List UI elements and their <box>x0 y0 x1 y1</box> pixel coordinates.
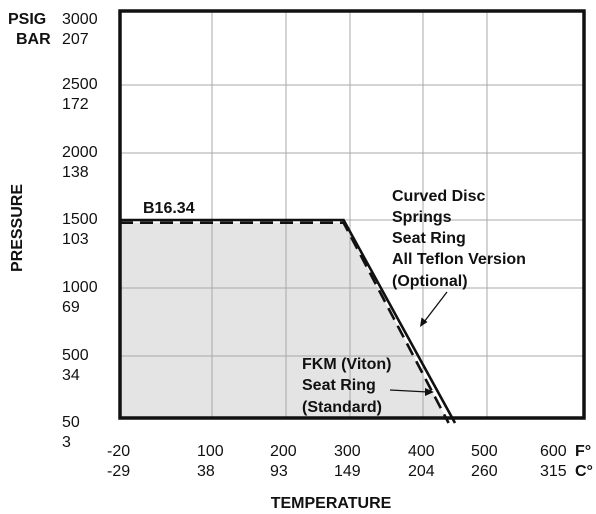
grid-layer <box>120 11 584 418</box>
curved-disc-annotation-line3: Seat Ring <box>392 230 466 247</box>
x-axis-title: TEMPERATURE <box>271 495 392 512</box>
series-layer <box>120 218 457 424</box>
y-tick-label-psig: 2000 <box>62 144 98 161</box>
curved-disc-arrow <box>420 291 448 327</box>
y-tick-label-psig: 50 <box>62 414 80 431</box>
x-tick-label-c: 149 <box>334 463 361 480</box>
y-unit-psig-label: PSIG <box>8 11 46 28</box>
y-tick-label-bar: 138 <box>62 164 89 181</box>
y-tick-label-psig: 1500 <box>62 211 98 228</box>
y-tick-label-bar: 207 <box>62 31 89 48</box>
x-tick-label-f: 400 <box>408 443 435 460</box>
curved-disc-annotation-line5: (Optional) <box>392 273 468 290</box>
x-tick-label-f: 300 <box>334 443 361 460</box>
y-tick-label-psig: 2500 <box>62 76 98 93</box>
x-unit-c-label: C° <box>575 463 593 480</box>
fill-layer <box>120 222 449 423</box>
y-tick-label-bar: 34 <box>62 367 80 384</box>
y-axis-title: PRESSURE <box>9 184 26 272</box>
x-tick-label-f: 200 <box>270 443 297 460</box>
x-tick-labels: -20 -29 100 38 200 93 300 149 400 204 500 260 600 315 <box>107 443 567 480</box>
y-tick-label-psig: 500 <box>62 347 89 364</box>
curved-disc-annotation-line4: All Teflon Version <box>392 251 526 268</box>
curved-disc-annotation-line2: Springs <box>392 209 452 226</box>
y-tick-label-bar: 3 <box>62 434 71 451</box>
fkm-annotation-line3: (Standard) <box>302 399 382 416</box>
x-unit-f-label: F° <box>575 443 591 460</box>
x-tick-label-c: 93 <box>270 463 288 480</box>
x-tick-label-f: 500 <box>471 443 498 460</box>
x-tick-label-f: -20 <box>107 443 130 460</box>
curved-disc-annotation-line1: Curved Disc <box>392 188 485 205</box>
x-tick-label-c: 204 <box>408 463 435 480</box>
y-unit-bar-label: BAR <box>16 31 51 48</box>
x-tick-label-c: 260 <box>471 463 498 480</box>
y-tick-label-psig: 3000 <box>62 11 98 28</box>
x-tick-label-c: 315 <box>540 463 567 480</box>
b1634-series-line <box>120 218 457 424</box>
b1634-annotation: B16.34 <box>143 200 195 217</box>
x-tick-label-c: -29 <box>107 463 130 480</box>
y-tick-label-bar: 172 <box>62 96 89 113</box>
standard-rating-area <box>120 222 449 423</box>
x-tick-label-f: 600 <box>540 443 567 460</box>
y-tick-labels: 3000 207 2500 172 2000 138 1500 103 1000 69 500 34 5… <box>62 11 98 451</box>
fkm-arrow <box>389 388 434 396</box>
fkm-annotation-line1: FKM (Viton) <box>302 356 391 373</box>
y-tick-label-bar: 103 <box>62 231 89 248</box>
fkm-series-line <box>120 221 450 424</box>
x-tick-label-c: 38 <box>197 463 215 480</box>
y-tick-label-psig: 1000 <box>62 279 98 296</box>
fkm-annotation-line2: Seat Ring <box>302 377 376 394</box>
x-tick-label-f: 100 <box>197 443 224 460</box>
plot-frame <box>118 9 586 420</box>
y-tick-label-bar: 69 <box>62 299 80 316</box>
